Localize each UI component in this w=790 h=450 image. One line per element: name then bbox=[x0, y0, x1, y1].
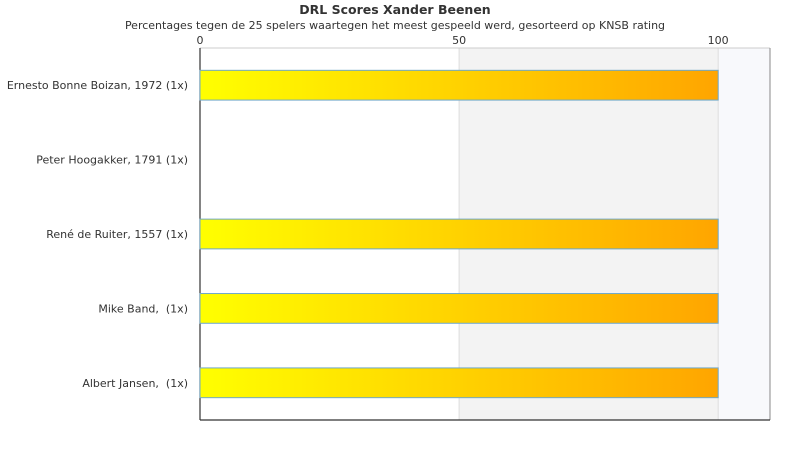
category-label: Peter Hoogakker, 1791 (1x) bbox=[36, 154, 188, 167]
grid-band bbox=[718, 48, 770, 420]
category-label: Ernesto Bonne Boizan, 1972 (1x) bbox=[7, 79, 188, 92]
bar bbox=[199, 218, 719, 250]
category-label: René de Ruiter, 1557 (1x) bbox=[46, 228, 188, 241]
bar bbox=[199, 367, 719, 399]
plot-area: 0 50 100 Ernesto Bonne Boizan, 1972 (1x) Pet… bbox=[7, 34, 771, 421]
x-tick-label: 50 bbox=[452, 34, 466, 47]
category-label: Mike Band, (1x) bbox=[98, 302, 188, 315]
x-tick-label: 100 bbox=[708, 34, 729, 47]
bar bbox=[199, 293, 719, 324]
chart-title: DRL Scores Xander Beenen bbox=[299, 2, 490, 17]
bar bbox=[199, 69, 719, 101]
chart-subtitle: Percentages tegen de 25 spelers waartege… bbox=[125, 19, 665, 32]
category-label: Albert Jansen, (1x) bbox=[82, 377, 188, 390]
x-tick-label: 0 bbox=[197, 34, 204, 47]
